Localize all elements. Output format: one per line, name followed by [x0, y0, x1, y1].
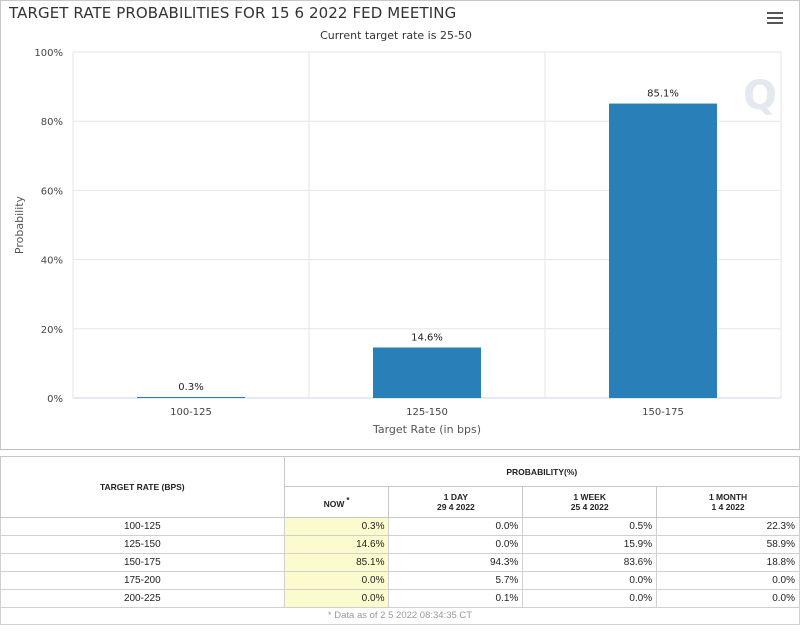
- probability-cell: 18.8%: [656, 553, 800, 572]
- y-tick-label: 0%: [47, 394, 63, 405]
- y-tick-label: 20%: [41, 325, 63, 336]
- bar-150-175: [609, 103, 717, 398]
- x-tick-label: 100-125: [170, 407, 212, 418]
- data-label: 85.1%: [647, 89, 679, 100]
- column-header-date: 25 4 2022: [570, 502, 609, 512]
- probability-cell: 0.0%: [656, 589, 800, 608]
- probability-cell: 5.7%: [388, 571, 524, 590]
- column-header-date: 1 4 2022: [711, 502, 745, 512]
- probability-cell: 0.0%: [656, 571, 800, 590]
- probability-cell: 83.6%: [522, 553, 658, 572]
- x-tick-label: 125-150: [406, 407, 448, 418]
- chart-panel: TARGET RATE PROBABILITIES FOR 15 6 2022 …: [0, 0, 800, 450]
- probability-cell: 22.3%: [656, 517, 800, 536]
- hamburger-menu-icon[interactable]: [767, 12, 783, 24]
- table-row: 125-150 14.6% 0.0% 15.9% 58.9%: [0, 535, 800, 554]
- column-header-1: NOW *: [283, 486, 390, 518]
- probability-header: PROBABILITY(%): [283, 456, 800, 487]
- column-header-date: 29 4 2022: [436, 502, 475, 512]
- data-label: 0.3%: [178, 382, 203, 393]
- bar-100-125: [137, 396, 245, 398]
- target-rate-cell: 150-175: [0, 553, 285, 572]
- chart-subtitle: Current target rate is 25-50: [320, 29, 472, 42]
- x-tick-label: 150-175: [642, 407, 684, 418]
- y-axis-title: Probability: [13, 195, 26, 254]
- probability-now-cell: 14.6%: [283, 535, 390, 554]
- table-body: 100-125 0.3% 0.0% 0.5% 22.3% 125-150 14.6% 0.0%…: [0, 517, 800, 608]
- now-footnote-marker: *: [346, 495, 350, 505]
- probability-now-cell: 0.3%: [283, 517, 390, 536]
- y-tick-label: 100%: [34, 48, 63, 59]
- data-label: 14.6%: [411, 332, 443, 343]
- target-rate-header: TARGET RATE (BPS): [0, 456, 285, 518]
- column-header-label: 1 DAY: [443, 492, 469, 502]
- table-row: 100-125 0.3% 0.0% 0.5% 22.3%: [0, 517, 800, 536]
- probability-cell: 0.5%: [522, 517, 658, 536]
- bar-125-150: [373, 347, 481, 398]
- chart-title: TARGET RATE PROBABILITIES FOR 15 6 2022 …: [9, 4, 457, 22]
- probability-cell: 94.3%: [388, 553, 524, 572]
- probability-now-cell: 0.0%: [283, 571, 390, 590]
- target-rate-cell: 200-225: [0, 589, 285, 608]
- probability-cell: 0.1%: [388, 589, 524, 608]
- target-rate-cell: 125-150: [0, 535, 285, 554]
- data-timestamp-footnote: * Data as of 2 5 2022 08:34:35 CT: [0, 608, 800, 625]
- probability-cell: 0.0%: [388, 517, 524, 536]
- target-rate-cell: 100-125: [0, 517, 285, 536]
- probability-cell: 58.9%: [656, 535, 800, 554]
- probability-now-cell: 85.1%: [283, 553, 390, 572]
- probability-cell: 15.9%: [522, 535, 658, 554]
- target-rate-cell: 175-200: [0, 571, 285, 590]
- probability-now-cell: 0.0%: [283, 589, 390, 608]
- column-header-3: 1 WEEK 25 4 2022: [522, 486, 658, 518]
- probability-table-panel: TARGET RATE (BPS) PROBABILITY(%) NOW * 1 D…: [0, 456, 800, 625]
- table-row: 200-225 0.0% 0.1% 0.0% 0.0%: [0, 589, 800, 608]
- table-row: 175-200 0.0% 5.7% 0.0% 0.0%: [0, 571, 800, 590]
- table-row: 150-175 85.1% 94.3% 83.6% 18.8%: [0, 553, 800, 572]
- watermark-logo: Q: [743, 73, 777, 119]
- column-header-label: 1 MONTH: [708, 492, 748, 502]
- probability-subheader-row: NOW * 1 DAY 29 4 2022 1 WEEK 25 4 2022 1 MONTH…: [1, 486, 800, 518]
- probability-cell: 0.0%: [388, 535, 524, 554]
- column-header-label-wrap: NOW *: [285, 496, 389, 509]
- probability-table: TARGET RATE (BPS) PROBABILITY(%) NOW * 1 D…: [0, 456, 800, 608]
- x-axis-title: Target Rate (in bps): [372, 423, 481, 436]
- column-header-label: 1 WEEK: [573, 492, 606, 502]
- y-tick-label: 40%: [41, 256, 63, 267]
- column-header-label: NOW: [323, 498, 345, 509]
- y-tick-label: 80%: [41, 117, 63, 128]
- probability-cell: 0.0%: [522, 571, 658, 590]
- bar-chart: Q 0% 20% 40% 60% 80% 100% 0.3% 100-125 14.6% 125-1…: [13, 48, 782, 436]
- column-header-4: 1 MONTH 1 4 2022: [656, 486, 800, 518]
- probability-cell: 0.0%: [522, 589, 658, 608]
- column-header-2: 1 DAY 29 4 2022: [388, 486, 524, 518]
- y-tick-label: 60%: [41, 186, 63, 197]
